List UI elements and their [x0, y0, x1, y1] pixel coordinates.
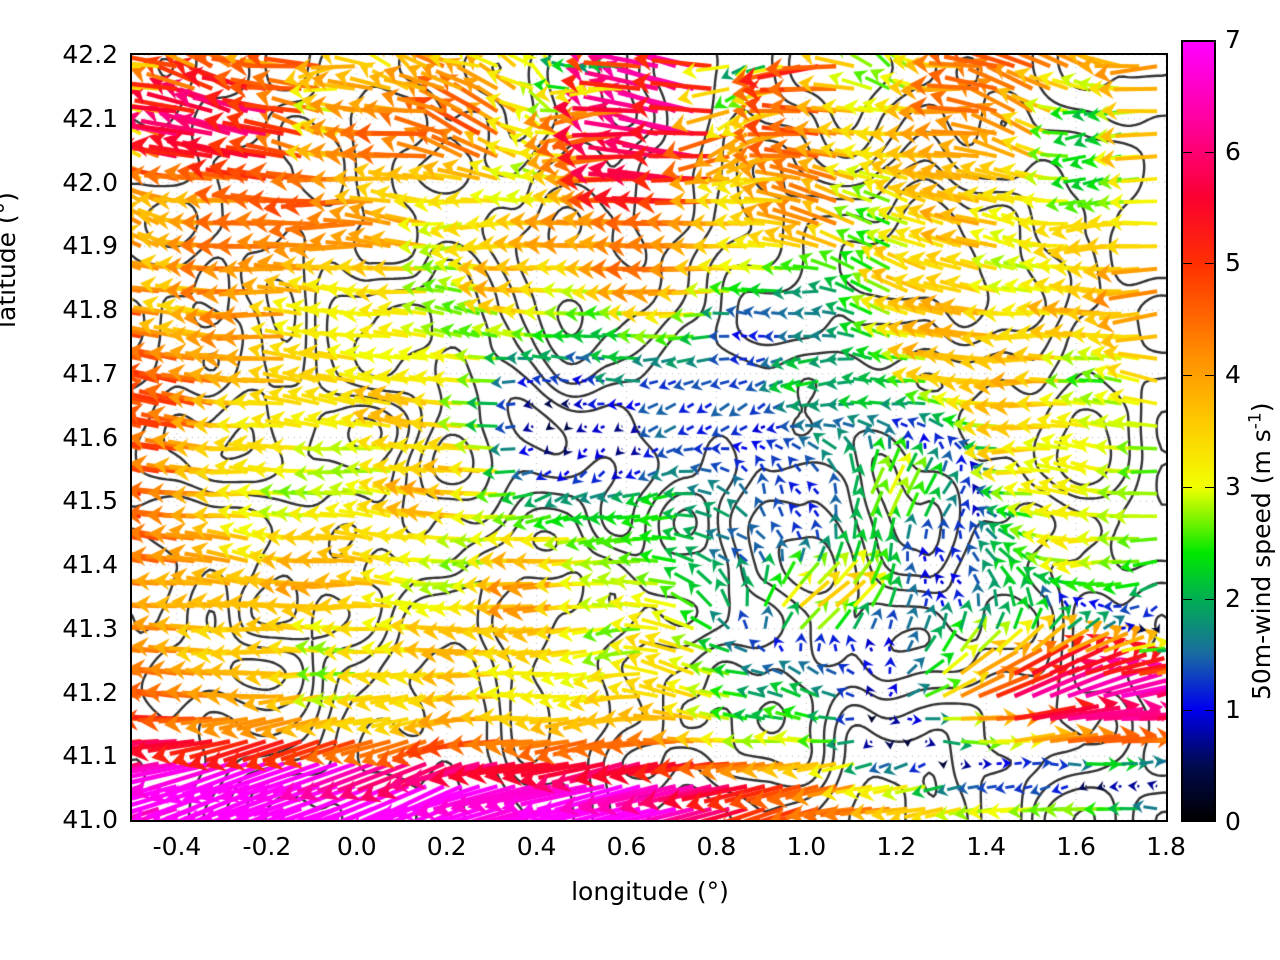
colorbar-tick [1183, 375, 1192, 377]
y-axis-title: latitude (°) [0, 192, 21, 328]
y-tick-label: 42.2 [62, 40, 118, 69]
wind-vector-canvas [132, 55, 1166, 820]
x-tick-label: 0.6 [606, 832, 647, 861]
colorbar-tick [1183, 486, 1192, 488]
y-tick-label: 41.3 [62, 613, 118, 643]
colorbar-tick [1205, 375, 1214, 377]
x-tick-label: 1.4 [966, 832, 1007, 861]
y-tick-label: 41.6 [62, 422, 118, 452]
colorbar-tick [1183, 151, 1192, 153]
colorbar-tick-label: 4 [1225, 360, 1241, 390]
colorbar-tick [1205, 710, 1214, 712]
colorbar-tick [1183, 598, 1192, 600]
x-tick-label: -0.4 [152, 832, 202, 861]
y-tick-label: 41.5 [62, 486, 118, 516]
x-tick-label: 0.4 [516, 832, 557, 861]
colorbar-tick [1183, 710, 1192, 712]
colorbar-title: 50m-wind speed (m s-1) [1246, 402, 1277, 700]
colorbar-title-wrapper: 50m-wind speed (m s-1) [1246, 0, 1276, 700]
x-tick-label: 1.2 [876, 832, 917, 861]
y-tick-label: 41.7 [62, 358, 118, 388]
colorbar-title-text: 50m-wind speed (m s [1247, 429, 1277, 700]
y-tick-label: 41.1 [62, 741, 118, 771]
colorbar-tick-label: 1 [1225, 695, 1241, 725]
colorbar [1181, 40, 1216, 822]
colorbar-tick-label: 0 [1225, 807, 1241, 836]
x-tick-label: 0.0 [336, 832, 377, 861]
y-tick-label: 42.1 [62, 103, 118, 133]
x-tick-label: 0.2 [426, 832, 467, 861]
x-axis-title: longitude (°) [571, 877, 729, 906]
colorbar-tick-label: 5 [1225, 248, 1241, 278]
colorbar-title-tail: ) [1247, 402, 1277, 413]
y-tick-label: 41.9 [62, 231, 118, 261]
colorbar-tick-label: 3 [1225, 471, 1241, 501]
colorbar-tick [1205, 151, 1214, 153]
colorbar-tick [1183, 263, 1192, 265]
colorbar-tick-label: 2 [1225, 583, 1241, 613]
x-tick-label: 1.6 [1056, 832, 1096, 861]
x-axis-title-wrapper: longitude (°) [330, 877, 970, 906]
y-tick-label: 42.0 [62, 167, 118, 197]
x-tick-label: 1.8 [1146, 832, 1186, 861]
colorbar-tick [1205, 263, 1214, 265]
colorbar-gradient [1183, 42, 1214, 820]
x-tick-label: -0.2 [242, 832, 292, 861]
colorbar-tick [1205, 598, 1214, 600]
colorbar-tick [1205, 486, 1214, 488]
y-tick-label: 41.0 [62, 805, 118, 834]
colorbar-tick-label: 6 [1225, 136, 1241, 166]
y-axis-title-wrapper: latitude (°) [0, 160, 21, 360]
y-tick-label: 41.2 [62, 677, 118, 707]
x-tick-label: 0.8 [696, 832, 737, 861]
y-tick-label: 41.8 [62, 295, 118, 324]
colorbar-title-exponent: -1 [1246, 412, 1266, 430]
x-tick-label: 1.0 [786, 832, 827, 861]
y-tick-label: 41.4 [62, 550, 118, 579]
plot-area [130, 53, 1168, 822]
colorbar-tick-label: 7 [1225, 25, 1241, 54]
